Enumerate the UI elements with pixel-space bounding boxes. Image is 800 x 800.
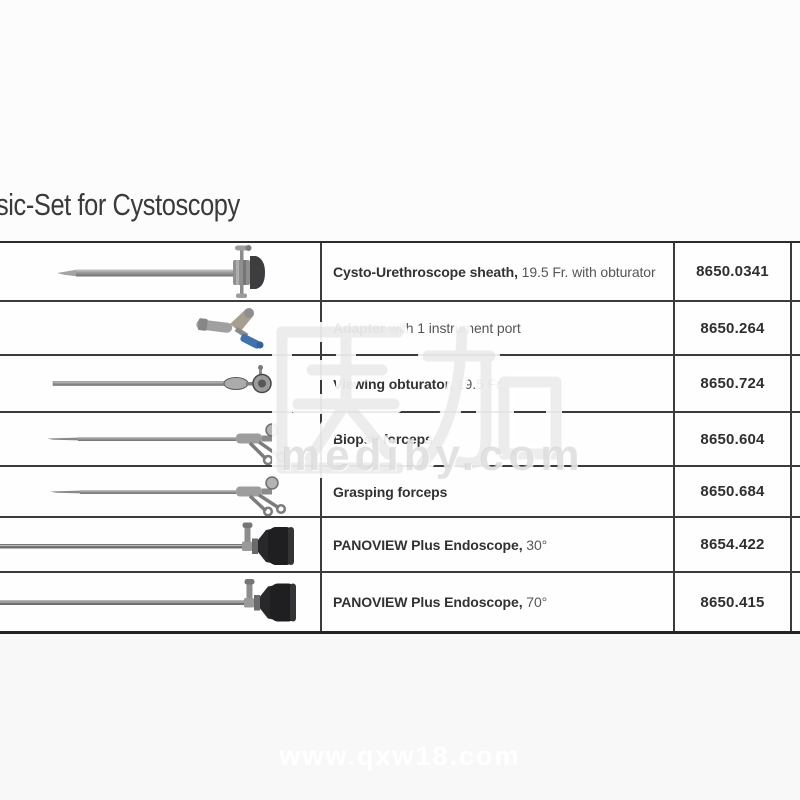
article-number: 8650.684 <box>673 467 790 516</box>
item-detail: with 1 instrument port <box>385 320 521 336</box>
table-row: PANOVIEW Plus Endoscope, 30° 8654.422 <box>0 518 800 573</box>
instrument-image-cell <box>0 518 320 571</box>
table-right-stub <box>790 302 800 354</box>
panoview-endoscope-70-image <box>0 579 296 622</box>
item-name: Cysto-Urethroscope sheath, <box>333 263 518 280</box>
table-right-stub <box>790 356 800 411</box>
adapter-image <box>196 308 264 349</box>
table-row: Biopsy forceps 8650.604 <box>0 413 800 467</box>
table-row: Cysto-Urethroscope sheath, 19.5 Fr. with… <box>0 243 800 302</box>
article-number: 8654.422 <box>673 518 790 571</box>
cysto-urethroscope-sheath-image <box>57 245 265 298</box>
item-detail: 19.5 Fr. with obturator <box>517 263 656 280</box>
item-name: PANOVIEW Plus Endoscope, <box>333 536 523 553</box>
item-description: Adapter with 1 instrument port <box>320 302 673 354</box>
instrument-image-cell <box>0 243 320 300</box>
item-detail: 70° <box>522 594 548 610</box>
item-name: Biopsy forceps <box>333 431 433 447</box>
article-number: 8650.264 <box>673 302 790 354</box>
article-number: 8650.724 <box>673 356 790 411</box>
item-name: Grasping forceps <box>333 483 448 500</box>
item-description: PANOVIEW Plus Endoscope, 30° <box>320 518 673 571</box>
table-row: Adapter with 1 instrument port 8650.264 <box>0 302 800 356</box>
table-right-stub <box>790 243 800 300</box>
item-name: PANOVIEW Plus Endoscope, <box>333 594 523 610</box>
item-description: PANOVIEW Plus Endoscope, 70° <box>320 573 673 631</box>
item-detail: 19.5 Fr. <box>453 375 504 392</box>
table-right-stub <box>790 518 800 571</box>
instrument-image-cell <box>0 467 320 516</box>
page-bottom-shade <box>0 634 800 800</box>
instrument-image-cell <box>0 356 320 411</box>
viewing-obturator-image <box>52 365 272 394</box>
item-name: Adapter <box>333 320 386 336</box>
biopsy-forceps-image <box>47 423 287 465</box>
instrument-image-cell <box>0 413 320 465</box>
table-row: Grasping forceps 8650.684 <box>0 467 800 518</box>
table-row: PANOVIEW Plus Endoscope, 70° 8650.415 <box>0 573 800 631</box>
panoview-endoscope-30-image <box>0 522 294 565</box>
table-right-stub <box>790 467 800 516</box>
table-row: Viewing obturator, 19.5 Fr. 8650.724 <box>0 356 800 413</box>
item-detail: 30° <box>522 536 548 553</box>
table-right-stub <box>790 573 800 631</box>
item-description: Viewing obturator, 19.5 Fr. <box>320 356 673 411</box>
article-number: 8650.415 <box>673 573 790 631</box>
item-description: Biopsy forceps <box>320 413 673 465</box>
product-table: Cysto-Urethroscope sheath, 19.5 Fr. with… <box>0 241 800 634</box>
article-number: 8650.0341 <box>673 243 790 300</box>
instrument-image-cell <box>0 573 320 631</box>
item-description: Grasping forceps <box>320 467 673 516</box>
grasping-forceps-image <box>50 476 287 516</box>
item-description: Cysto-Urethroscope sheath, 19.5 Fr. with… <box>320 243 673 300</box>
article-number: 8650.604 <box>673 413 790 465</box>
table-right-stub <box>790 413 800 465</box>
item-name: Viewing obturator, <box>333 375 454 392</box>
instrument-image-cell <box>0 302 320 354</box>
page-title: sic-Set for Cystoscopy <box>0 187 240 222</box>
